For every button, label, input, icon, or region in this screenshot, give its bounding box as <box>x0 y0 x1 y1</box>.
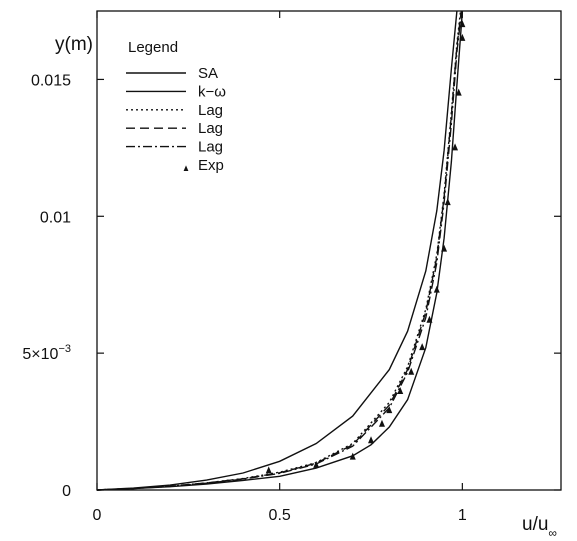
y-tick-label-exponent: −3 <box>58 343 71 355</box>
y-tick-label: 5×10−3 <box>22 343 71 363</box>
exp-marker <box>444 198 451 206</box>
legend-label: Lag <box>198 120 223 137</box>
x-axis-label-subscript: ∞ <box>548 526 557 540</box>
exp-marker <box>408 367 415 375</box>
x-tick-label: 1 <box>458 507 467 524</box>
exp-marker <box>433 285 440 293</box>
exp-marker <box>426 315 433 323</box>
exp-markers <box>265 20 466 474</box>
exp-marker <box>386 406 393 414</box>
y-tick-label-base: 0.01 <box>40 209 71 226</box>
y-tick-label: 0 <box>62 483 71 500</box>
exp-marker <box>419 343 426 351</box>
legend-label: k−ω <box>198 83 226 100</box>
exp-marker <box>265 466 272 474</box>
x-tick-label: 0.5 <box>269 507 291 524</box>
y-axis-label: y(m) <box>55 34 93 55</box>
legend-label: Lag <box>198 102 223 119</box>
series-group <box>96 10 464 491</box>
y-tick-label: 0.01 <box>40 209 71 226</box>
legend-label: Lag <box>198 139 223 156</box>
x-axis-ticks: 0 0.5 1 <box>93 11 467 524</box>
legend-marker <box>183 165 189 171</box>
x-tick-label: 0 <box>93 507 102 524</box>
exp-marker <box>378 419 385 427</box>
exp-marker <box>452 143 459 151</box>
series-line-4 <box>96 10 463 491</box>
exp-marker <box>455 88 462 96</box>
x-axis-label: u/u∞ <box>522 514 557 540</box>
exp-marker <box>349 452 356 460</box>
series-line-3 <box>96 10 462 491</box>
exp-marker <box>459 33 466 41</box>
y-tick-label-base: 5×10 <box>22 346 58 363</box>
y-tick-label-base: 0.015 <box>31 72 71 89</box>
exp-marker <box>313 460 320 468</box>
exp-marker <box>459 20 466 28</box>
series-line-1 <box>96 10 464 491</box>
series-line-0 <box>96 10 458 491</box>
y-axis-ticks: 0 5×10−3 0.01 0.015 <box>22 72 561 500</box>
plot-frame <box>96 10 562 491</box>
exp-marker <box>441 244 448 252</box>
exp-marker <box>368 436 375 444</box>
exp-marker <box>397 386 404 394</box>
legend-label: SA <box>198 65 218 82</box>
legend-label: Exp <box>198 157 224 174</box>
y-tick-label: 0.015 <box>31 72 71 89</box>
series-line-2 <box>96 10 462 491</box>
legend-title: Legend <box>128 39 178 56</box>
y-tick-label-base: 0 <box>62 483 71 500</box>
